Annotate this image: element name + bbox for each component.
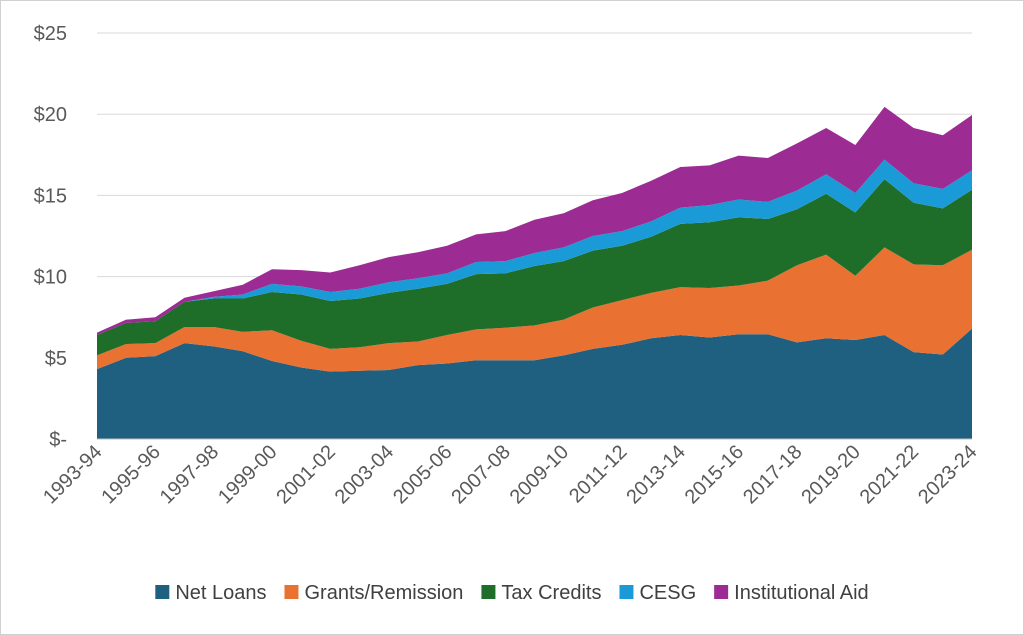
- x-tick-label: 1995-96: [97, 441, 164, 508]
- legend-label: Grants/Remission: [304, 582, 463, 604]
- legend-item: Grants/Remission: [284, 582, 463, 604]
- y-tick-label: $20: [34, 104, 67, 126]
- x-tick-label: 1993-94: [39, 441, 106, 508]
- y-tick-label: $15: [34, 185, 67, 207]
- area-institutional-aid: [97, 106, 972, 336]
- x-tick-label: 1999-00: [214, 441, 281, 508]
- x-tick-label: 1997-98: [156, 441, 223, 508]
- x-tick-label: 2001-02: [272, 441, 339, 508]
- area-grants-remission: [97, 247, 972, 372]
- x-tick-label: 2011-12: [565, 441, 631, 507]
- y-axis: $- $5 $10 $15 $20 $25: [34, 23, 67, 451]
- x-tick-label: 2019-20: [797, 441, 864, 508]
- legend-label: Tax Credits: [501, 582, 601, 604]
- x-tick-label: 2013-14: [622, 441, 689, 508]
- legend-swatch: [481, 585, 496, 599]
- legend-swatch: [619, 585, 634, 599]
- x-axis: 1993-941995-961997-981999-002001-022003-…: [39, 438, 982, 508]
- series-areas: [97, 106, 972, 439]
- legend-label: Net Loans: [175, 582, 266, 604]
- legend-item: CESG: [619, 582, 696, 604]
- x-tick-label: 2007-08: [447, 441, 514, 508]
- x-tick-label: 2005-06: [389, 441, 456, 508]
- legend-label: Institutional Aid: [734, 582, 869, 604]
- y-tick-label: $10: [34, 267, 67, 289]
- legend-label: CESG: [639, 582, 696, 604]
- y-tick-label: $25: [34, 23, 67, 45]
- legend-swatch: [155, 585, 170, 599]
- legend-swatch: [714, 585, 729, 599]
- x-tick-label: 2009-10: [506, 441, 573, 508]
- x-tick-label: 2021-22: [856, 441, 923, 508]
- legend-swatch: [284, 585, 299, 599]
- y-tick-label: $-: [49, 429, 67, 451]
- legend-item: Institutional Aid: [714, 582, 869, 604]
- y-tick-label: $5: [45, 348, 67, 370]
- x-tick-label: 2003-04: [331, 441, 398, 508]
- legend: Net Loans Grants/Remission Tax Credits CESG…: [155, 582, 869, 604]
- legend-item: Tax Credits: [481, 582, 601, 604]
- area-cesg: [97, 159, 972, 336]
- x-tick-label: 2017-18: [739, 441, 806, 508]
- x-tick-label: 2023-24: [914, 441, 981, 508]
- area-tax-credits: [97, 179, 972, 356]
- x-tick-label: 2015-16: [681, 441, 748, 508]
- area-net-loans: [97, 328, 972, 439]
- legend-item: Net Loans: [155, 582, 266, 604]
